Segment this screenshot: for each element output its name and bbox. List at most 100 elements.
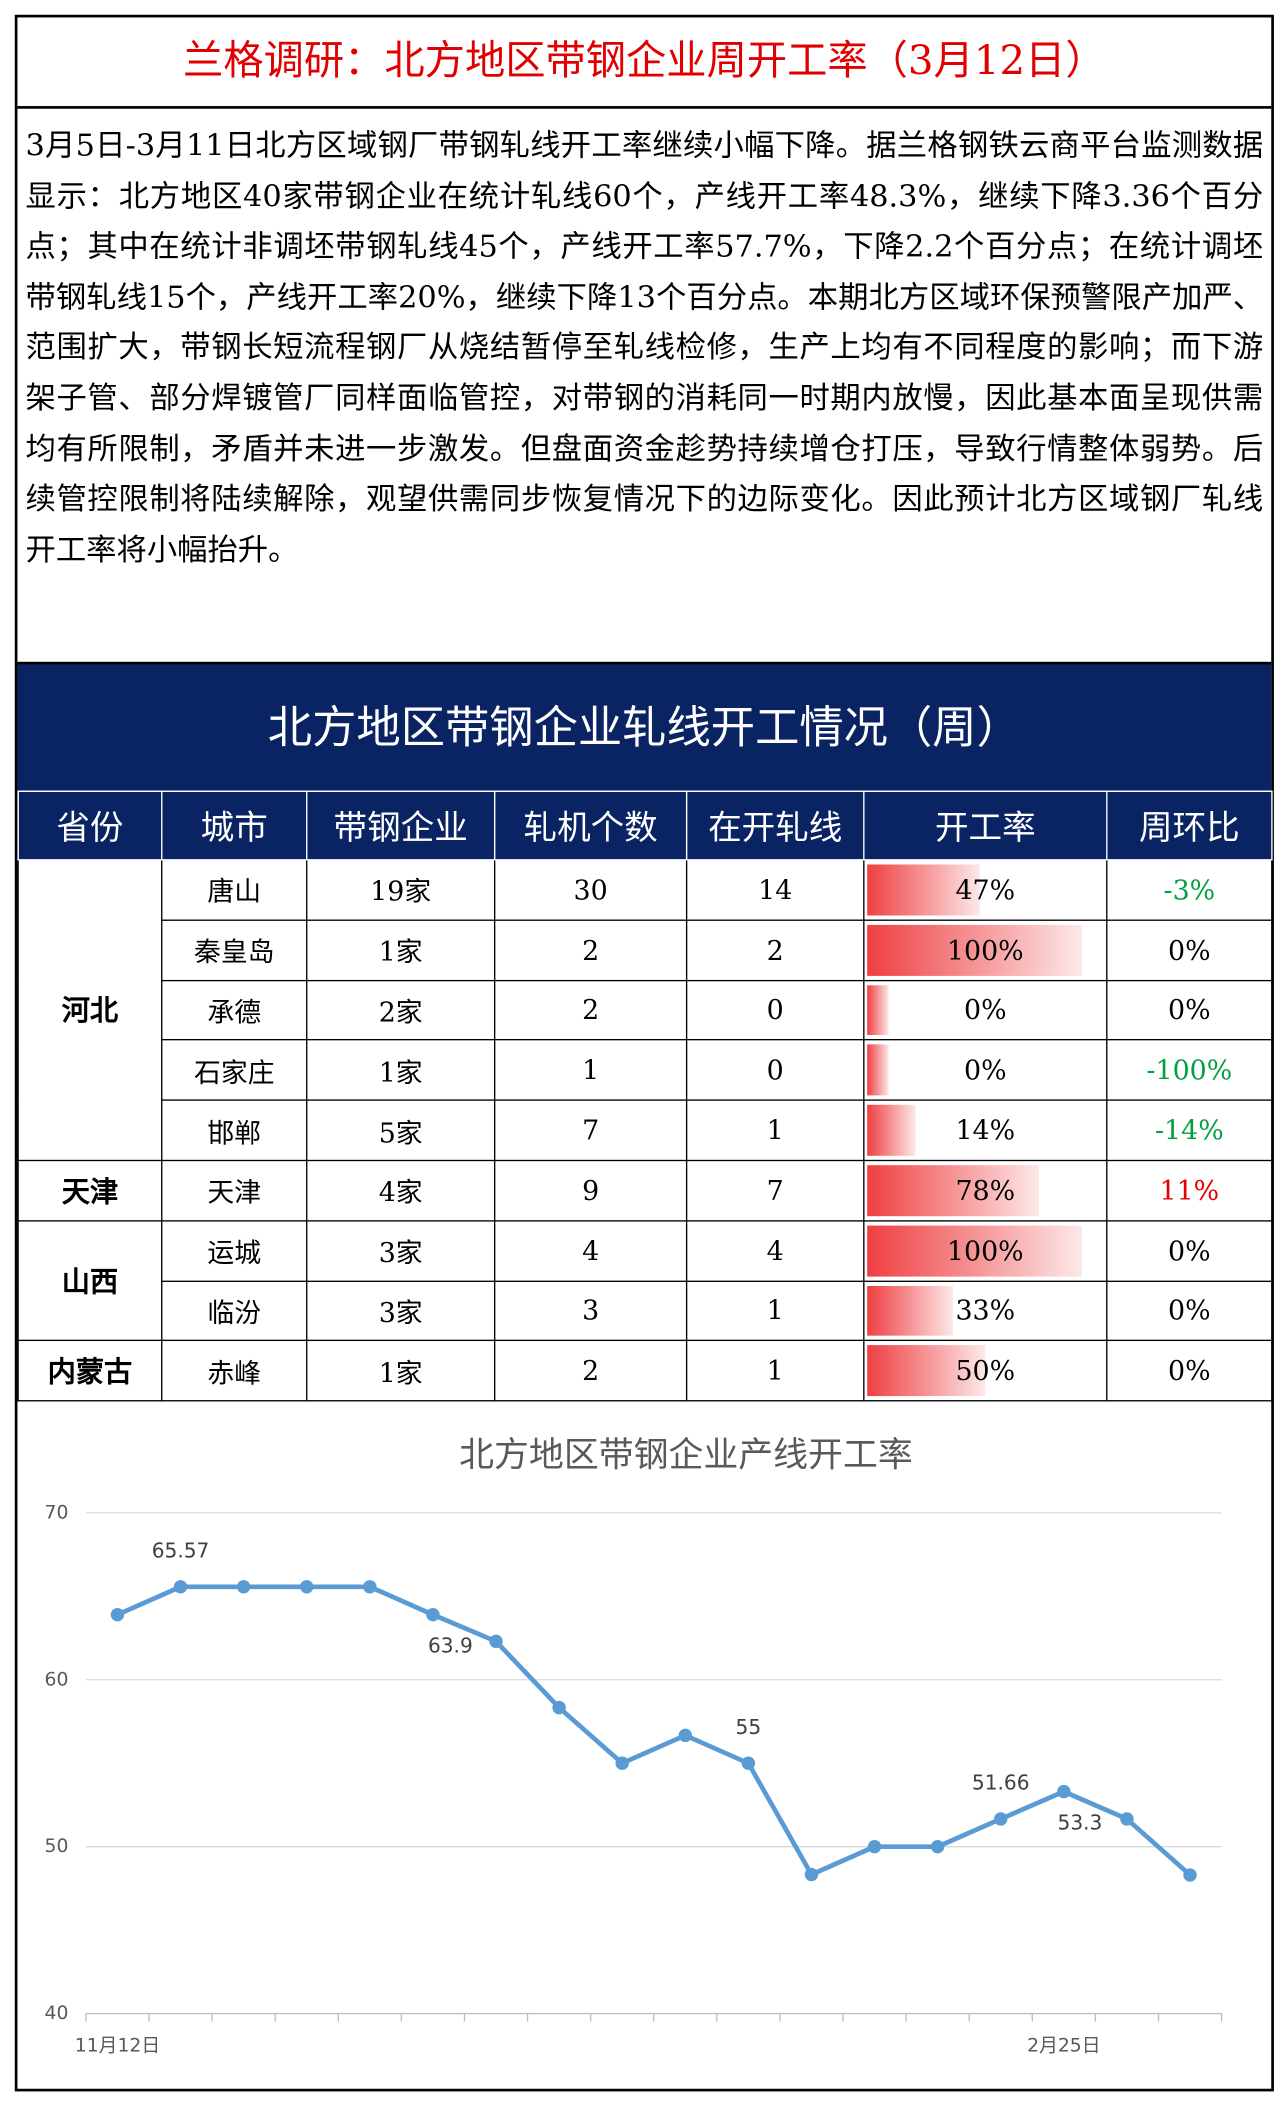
rate-bar (867, 1225, 1082, 1277)
table-row: 河北 唐山 19家 30 14 47% -3% (17, 859, 1273, 1162)
rate-cell: 33% (863, 1280, 1108, 1342)
table-row: 临汾 3家 3 1 33% 0% (18, 1280, 1273, 1342)
rate-cell: 14% (863, 1099, 1108, 1162)
data-point (615, 1756, 629, 1770)
data-point (1057, 1784, 1071, 1799)
rate-label: 0% (963, 1054, 1007, 1087)
province-cell: 天津 (17, 1159, 163, 1222)
change-cell: -3% (1106, 859, 1273, 921)
rate-label: 33% (955, 1294, 1016, 1327)
data-point (930, 1839, 945, 1854)
rate-cell: 0% (863, 979, 1108, 1041)
mills-cell: 30 (493, 859, 688, 921)
city-cell: 秦皇岛 (161, 919, 308, 981)
companies-cell: 5家 (306, 1099, 496, 1162)
data-label: 63.9 (428, 1633, 473, 1657)
mills-cell: 2 (493, 919, 688, 981)
table-row: 石家庄 1家 1 0 0% -100% (18, 1039, 1273, 1102)
table: 省份 城市 带钢企业 轧机个数 在开轧线 开工率 周环比 河北 唐山 19家 30 14 47% -3%… (17, 790, 1273, 1402)
city-cell: 唐山 (161, 859, 308, 921)
running-cell: 1 (685, 1099, 865, 1162)
city-cell: 临汾 (161, 1280, 308, 1342)
running-cell: 4 (685, 1219, 865, 1282)
data-point (994, 1812, 1008, 1826)
rate-bar (867, 1044, 889, 1096)
rate-label: 47% (955, 873, 1016, 906)
change-cell: -100% (1106, 1039, 1273, 1102)
companies-cell: 1家 (306, 1340, 496, 1402)
rate-bar (867, 864, 980, 916)
mills-cell: 2 (493, 1340, 688, 1402)
x-tick-label: 2月25日 (1027, 2035, 1100, 2056)
data-label: 65.57 (152, 1538, 210, 1562)
running-cell: 14 (685, 859, 865, 921)
data-point (363, 1580, 377, 1594)
table-body: 河北 唐山 19家 30 14 47% -3% 秦皇岛 1家 2 2 100% 0% 承德 2家 2 0 0% 0%… (17, 859, 1273, 1402)
column-header: 开工率 (863, 790, 1108, 861)
mills-cell: 3 (493, 1280, 688, 1342)
city-cell: 赤峰 (161, 1340, 308, 1402)
paragraph: 3月5日-3月11日北方区域钢厂带钢轧线开工率继续小幅下降。据兰格钢铁云商平台监… (17, 109, 1272, 665)
mills-cell: 7 (493, 1099, 688, 1162)
data-label: 51.66 (972, 1771, 1030, 1795)
header-title: 兰格调研：北方地区带钢企业周开工率（3月12日） (17, 17, 1272, 109)
city-cell: 邯郸 (161, 1099, 308, 1162)
y-tick-label: 50 (45, 1836, 69, 1857)
rate-cell: 50% (863, 1340, 1108, 1402)
table-title: 北方地区带钢企业轧线开工情况（周） (17, 664, 1272, 791)
rate-label: 0% (963, 994, 1007, 1027)
mills-cell: 4 (493, 1219, 688, 1282)
companies-cell: 19家 (306, 859, 496, 921)
rate-cell: 78% (863, 1159, 1108, 1222)
header-row: 省份 城市 带钢企业 轧机个数 在开轧线 开工率 周环比 (17, 790, 1273, 861)
column-header: 带钢企业 (306, 790, 496, 861)
mills-cell: 1 (493, 1039, 688, 1102)
companies-cell: 3家 (306, 1219, 496, 1282)
data-point (236, 1580, 251, 1594)
chart-title: 北方地区带钢企业产线开工率 (459, 1435, 913, 1475)
table-row: 山西 运城 3家 4 4 100% 0% (17, 1219, 1273, 1342)
data-point (804, 1867, 819, 1882)
data-point (1120, 1812, 1134, 1826)
table-row: 内蒙古 赤峰 1家 2 1 50% 0% (17, 1340, 1273, 1402)
rate-bar (867, 984, 889, 1036)
data-point (1183, 1868, 1197, 1882)
change-cell: 0% (1106, 979, 1273, 1041)
change-cell: 0% (1106, 1340, 1273, 1402)
change-cell: 0% (1106, 1280, 1273, 1342)
rate-cell: 47% (863, 859, 1108, 921)
companies-cell: 1家 (306, 919, 496, 981)
rate-cell: 100% (863, 919, 1108, 981)
table-row: 承德 2家 2 0 0% 0% (18, 979, 1273, 1041)
data-point (426, 1607, 440, 1622)
column-header: 轧机个数 (493, 790, 688, 861)
mills-cell: 9 (493, 1159, 688, 1222)
rate-bar (867, 1345, 986, 1397)
rate-bar (867, 1165, 1040, 1216)
companies-cell: 3家 (306, 1280, 496, 1342)
change-cell: 11% (1106, 1159, 1273, 1222)
column-header: 在开轧线 (685, 790, 865, 861)
y-tick-label: 60 (45, 1669, 69, 1690)
data-point (300, 1580, 314, 1594)
running-cell: 1 (685, 1280, 865, 1342)
city-cell: 运城 (161, 1219, 308, 1282)
y-tick-label: 70 (45, 1502, 69, 1523)
table-row: 秦皇岛 1家 2 2 100% 0% (18, 919, 1273, 981)
x-tick-label: 11月12日 (75, 2035, 160, 2056)
column-header: 周环比 (1106, 790, 1273, 861)
data-label: 55 (736, 1715, 762, 1739)
city-cell: 天津 (161, 1159, 308, 1222)
data-point (110, 1607, 125, 1622)
rate-bar (867, 924, 1082, 976)
data-point (867, 1839, 882, 1854)
companies-cell: 2家 (306, 979, 496, 1041)
rate-bar (867, 1285, 953, 1337)
rate-label: 100% (946, 1234, 1024, 1267)
rate-label: 100% (946, 933, 1024, 967)
data-label: 53.3 (1058, 1810, 1103, 1834)
city-cell: 石家庄 (161, 1039, 308, 1102)
province-cell: 河北 (17, 859, 163, 1162)
